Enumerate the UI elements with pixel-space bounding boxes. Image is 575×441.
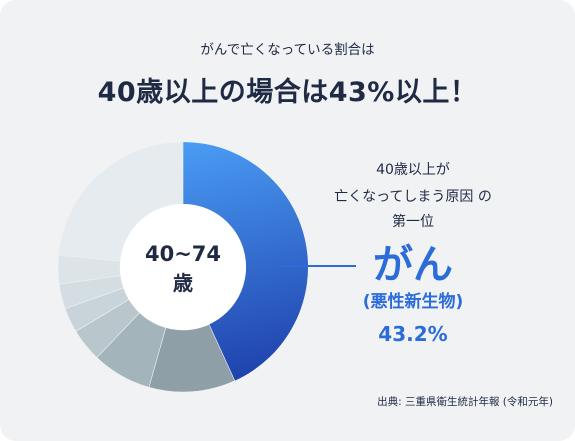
callout-cause-detail: (悪性新生物) — [362, 292, 464, 312]
page-title: 40歳以上の場合は43%以上！ — [97, 77, 478, 108]
subtitle: がんで亡くなっている割合は — [200, 42, 375, 58]
callout-line3: 第一位 — [392, 214, 434, 230]
callout-line1: 40歳以上が — [376, 162, 450, 178]
source-note: 出典: 三重県衛生統計年報 (令和元年) — [377, 396, 553, 408]
callout-cause: がん — [373, 242, 453, 288]
callout-line2: 亡くなってしまう原因 の — [334, 189, 492, 205]
donut-slice-highlight — [183, 142, 309, 381]
callout-percent: 43.2% — [378, 322, 448, 346]
donut-hole — [120, 204, 246, 330]
center-age-range: 40~74 — [144, 242, 222, 266]
center-age-unit: 歳 — [173, 271, 193, 295]
connector-line — [278, 265, 356, 267]
